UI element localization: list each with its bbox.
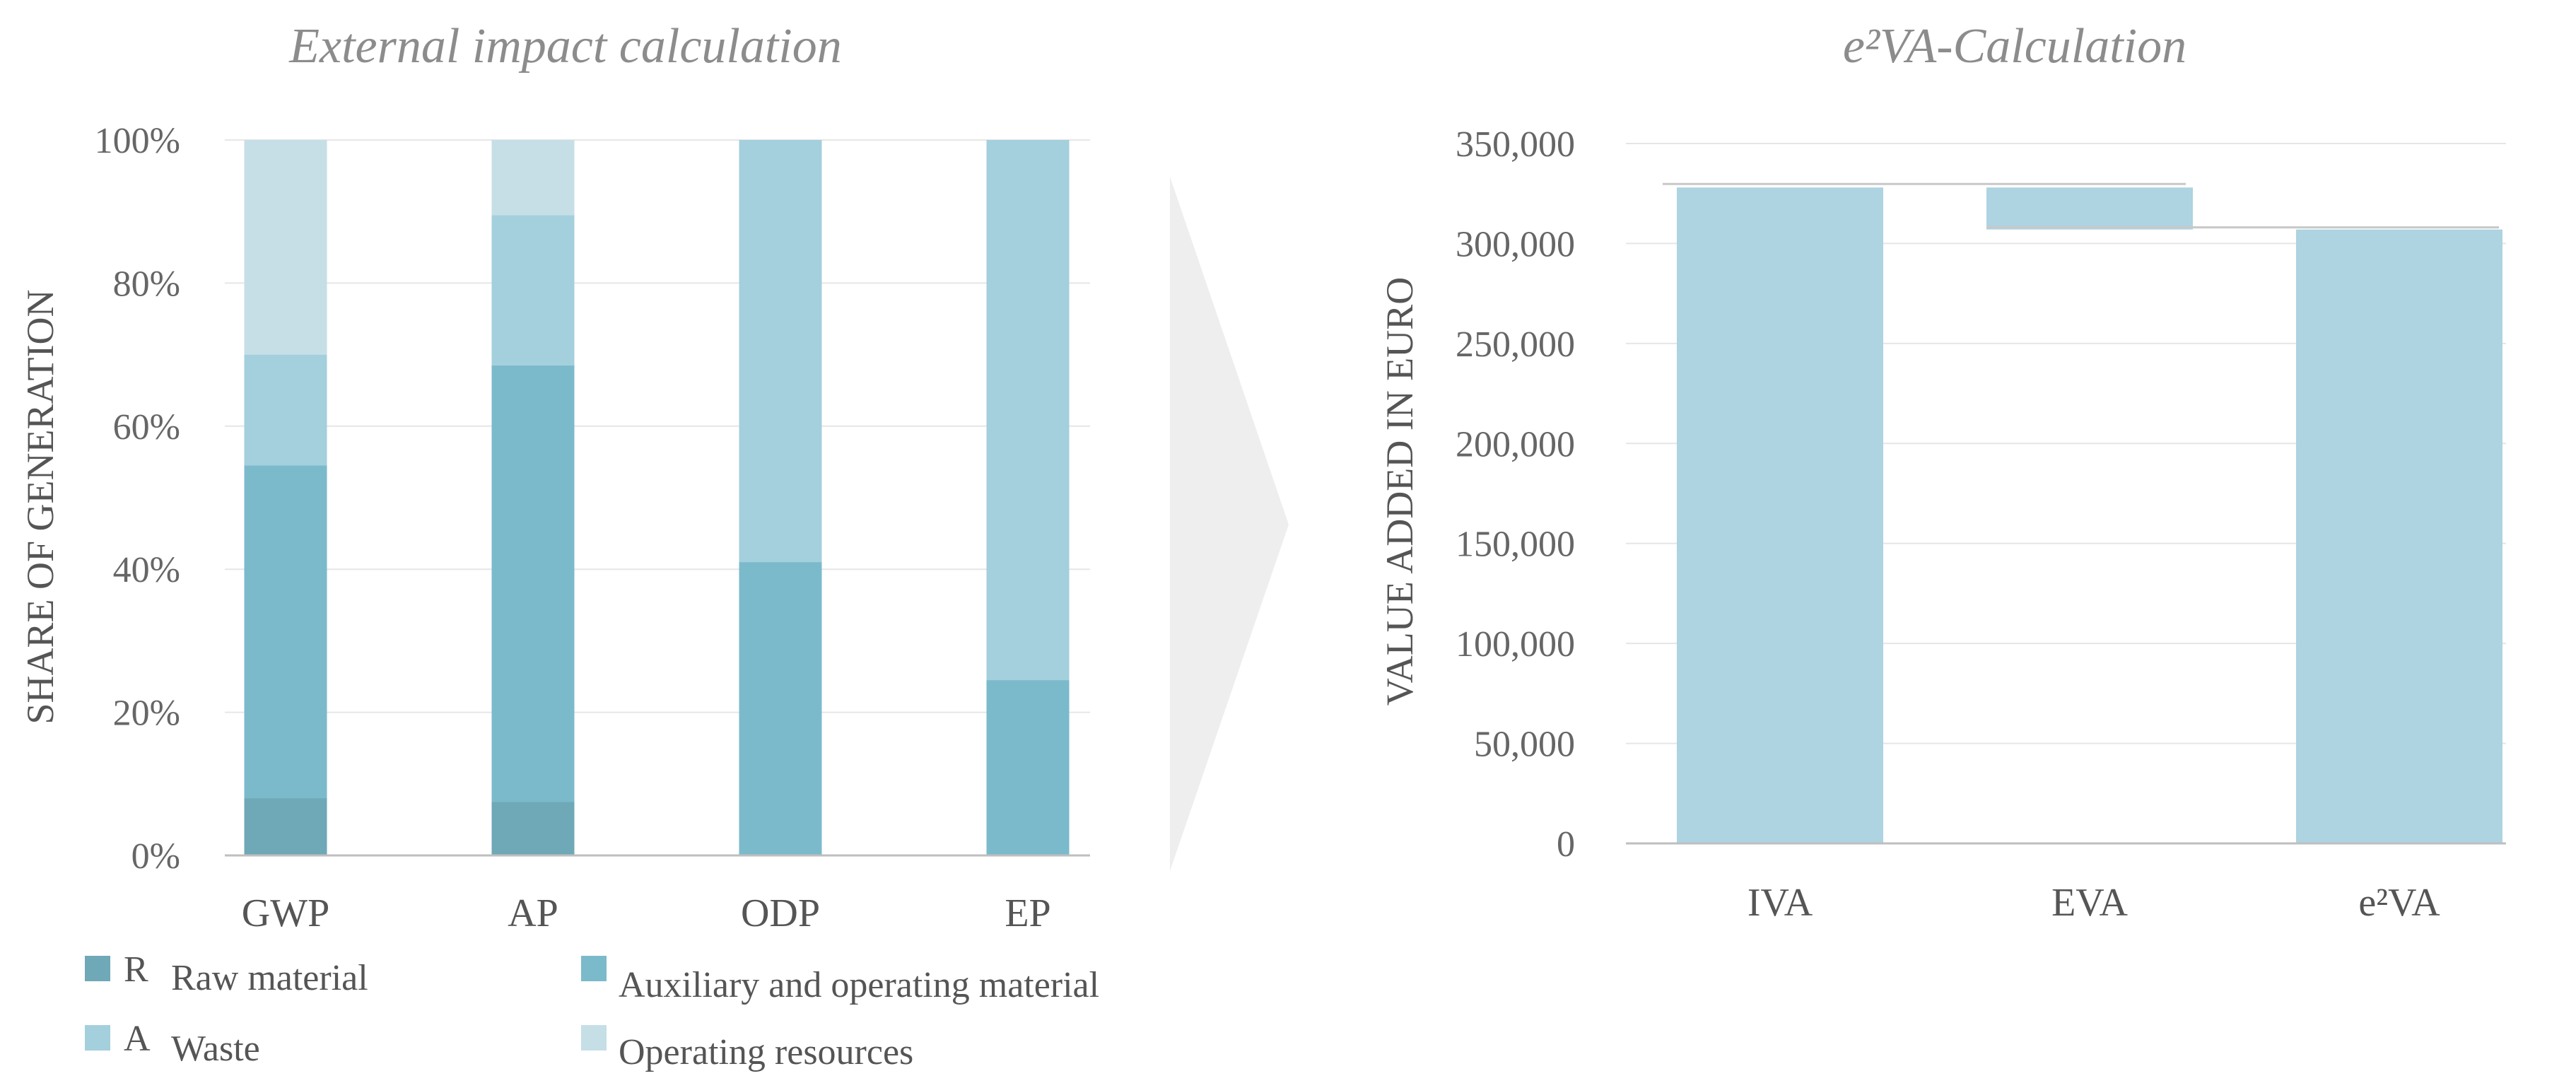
bar-segment-auxiliary-and-operating-material (739, 562, 822, 855)
arrow-shape (1170, 177, 1289, 871)
y-tick-label: 20% (113, 694, 180, 734)
y-tick-label: 100% (95, 121, 180, 161)
bar-segment-raw-material (244, 798, 327, 855)
bar-segment-auxiliary-and-operating-material (986, 680, 1070, 855)
x-tick-label: GWP (242, 891, 329, 935)
bar-segment-waste (986, 140, 1070, 681)
bar-segment-waste (739, 140, 822, 563)
bar-e²va (2296, 229, 2502, 844)
legend-swatch (85, 1025, 110, 1051)
x-tick-labels: GWP AP ODP EP (242, 891, 1051, 935)
legend-marker: A (124, 1019, 151, 1059)
x-tick-label: EP (1005, 891, 1050, 935)
y-axis-title-share: SHARE OF GENERATION (19, 289, 62, 724)
y-tick-label: 250,000 (1456, 324, 1575, 365)
bar-segment-operating-resources (244, 140, 327, 355)
bar-segment-operating-resources (491, 140, 575, 216)
x-tick-labels: IVA EVA e²VA (1747, 881, 2440, 925)
y-tick-labels: 0% 20% 40% 60% 80% 100% (95, 121, 180, 877)
y-tick-label: 40% (113, 550, 180, 590)
chart-title-external-impact: External impact calculation (288, 19, 841, 74)
y-tick-label: 0 (1557, 824, 1575, 865)
legend-label: Waste (171, 1029, 260, 1069)
y-tick-label: 150,000 (1456, 525, 1575, 565)
bar-eva (1986, 187, 2193, 230)
stacked-bar-chart: External impact calculation SHARE OF GEN… (19, 19, 1090, 935)
x-tick-label: e²VA (2358, 881, 2440, 925)
y-tick-label: 60% (113, 407, 180, 448)
x-tick-label: IVA (1747, 881, 1813, 925)
bar-segment-waste (491, 215, 575, 365)
bar-segment-raw-material (491, 802, 575, 855)
legend-label: Operating resources (619, 1032, 913, 1072)
bar-iva (1677, 187, 1883, 843)
x-tick-label: EVA (2051, 881, 2128, 925)
waterfall-chart: e²VA-Calculation VALUE ADDED IN EURO 0 50… (1378, 19, 2506, 925)
connector-lines (1663, 182, 2499, 229)
y-tick-labels: 0 50,000 100,000 150,000 200,000 250,000 300,0… (1456, 124, 1575, 865)
bar-segment-auxiliary-and-operating-material (244, 465, 327, 799)
y-axis-title-value-added: VALUE ADDED IN EURO (1378, 277, 1421, 706)
y-tick-label: 80% (113, 264, 180, 304)
bar-group (1677, 187, 2502, 844)
y-tick-label: 50,000 (1474, 725, 1575, 765)
y-tick-label: 100,000 (1456, 624, 1575, 665)
bar-group (244, 140, 1070, 855)
legend-swatch (581, 1025, 607, 1051)
gridlines (225, 139, 1090, 713)
x-tick-label: ODP (741, 891, 820, 935)
y-tick-label: 300,000 (1456, 224, 1575, 264)
y-tick-label: 200,000 (1456, 424, 1575, 464)
legend-swatch (85, 956, 110, 981)
legend-marker: R (124, 949, 148, 990)
y-tick-label: 0% (131, 836, 180, 877)
legend: R Raw material Auxiliary and operating mat… (85, 949, 1099, 1072)
legend-swatch (581, 956, 607, 981)
y-tick-label: 350,000 (1456, 124, 1575, 165)
bar-segment-waste (244, 354, 327, 466)
legend-label: Auxiliary and operating material (619, 965, 1099, 1005)
legend-label: Raw material (171, 958, 368, 998)
chart-title-e2va: e²VA-Calculation (1843, 19, 2186, 74)
x-tick-label: AP (508, 891, 558, 935)
bar-segment-auxiliary-and-operating-material (491, 365, 575, 802)
